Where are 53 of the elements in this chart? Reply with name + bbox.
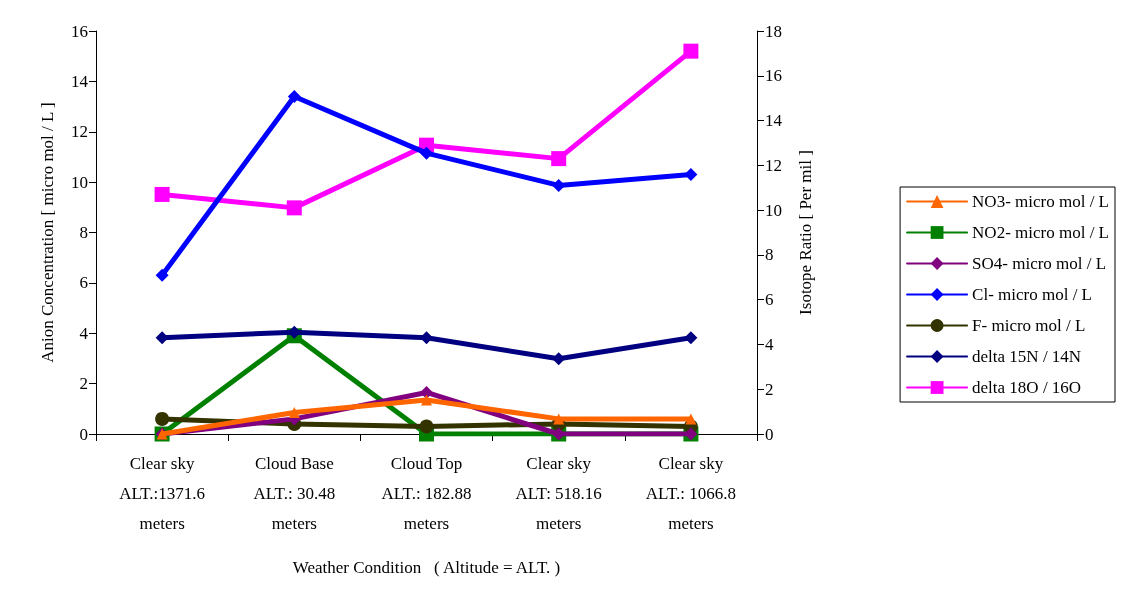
point	[286, 200, 302, 216]
point	[420, 146, 433, 160]
y2-tick-label: 8	[765, 245, 774, 265]
x-axis-title: Weather Condition ( Altitude = ALT. )	[292, 558, 561, 577]
legend-label: Cl- micro mol / L	[972, 285, 1093, 304]
x-tick-label: Clear sky ALT.: 1066.8 meters	[645, 453, 736, 533]
legend-label: NO3- micro mol / L	[972, 192, 1109, 211]
y2-tick-label: 10	[765, 200, 782, 220]
point	[551, 151, 567, 167]
y2-tick-label: 16	[765, 66, 782, 86]
y-tick-label: 16	[71, 21, 88, 41]
y-tick-label: 12	[71, 122, 88, 142]
y2-tick-label: 14	[765, 111, 783, 131]
point	[421, 394, 432, 406]
y2-tick-label: 18	[765, 21, 782, 41]
point	[552, 178, 566, 192]
y-tick-label: 14	[71, 71, 89, 91]
legend-label: F- micro mol / L	[972, 316, 1086, 335]
y2-tick-label: 0	[765, 424, 774, 444]
point	[287, 89, 301, 103]
x-tick-label: Cloud Base ALT.: 30.48 meters	[253, 453, 336, 533]
y-tick-label: 6	[79, 273, 88, 293]
point	[155, 331, 169, 345]
legend-label: delta 15N / 14N	[972, 347, 1082, 366]
point	[684, 168, 698, 182]
point	[684, 331, 698, 345]
point	[420, 331, 433, 345]
y-tick-label: 0	[79, 424, 88, 444]
point	[155, 411, 170, 426]
legend-label: SO4- micro mol / L	[972, 254, 1107, 273]
y2-tick-label: 12	[765, 155, 782, 175]
y-tick-label: 4	[79, 323, 89, 343]
point	[288, 407, 300, 419]
point	[552, 352, 566, 366]
y2-tick-label: 4	[765, 334, 774, 354]
x-tick-label: Clear sky ALT.:1371.6 meters	[119, 453, 206, 533]
point	[154, 186, 170, 202]
y-tick-label: 2	[79, 374, 88, 394]
legend-label: NO2- micro mol / L	[972, 223, 1109, 242]
point	[419, 419, 434, 434]
point	[553, 413, 565, 425]
point	[683, 43, 699, 59]
y2-tick-label: 6	[765, 290, 774, 310]
point	[155, 268, 169, 282]
y-axis-title: Anion Concentration [ micro mol / L ]	[38, 102, 57, 363]
y2-axis-title: Isotope Ratio [ Per mil ]	[796, 150, 815, 315]
point	[685, 413, 697, 425]
y-tick-label: 8	[79, 223, 88, 242]
legend-label: delta 18O / 16O	[972, 378, 1082, 397]
y-tick-label: 10	[71, 172, 88, 192]
x-tick-label: Cloud Top ALT.: 182.88 meters	[381, 453, 472, 533]
y2-tick-label: 2	[765, 379, 774, 399]
x-tick-label: Clear sky ALT: 518.16 meters	[515, 453, 602, 533]
